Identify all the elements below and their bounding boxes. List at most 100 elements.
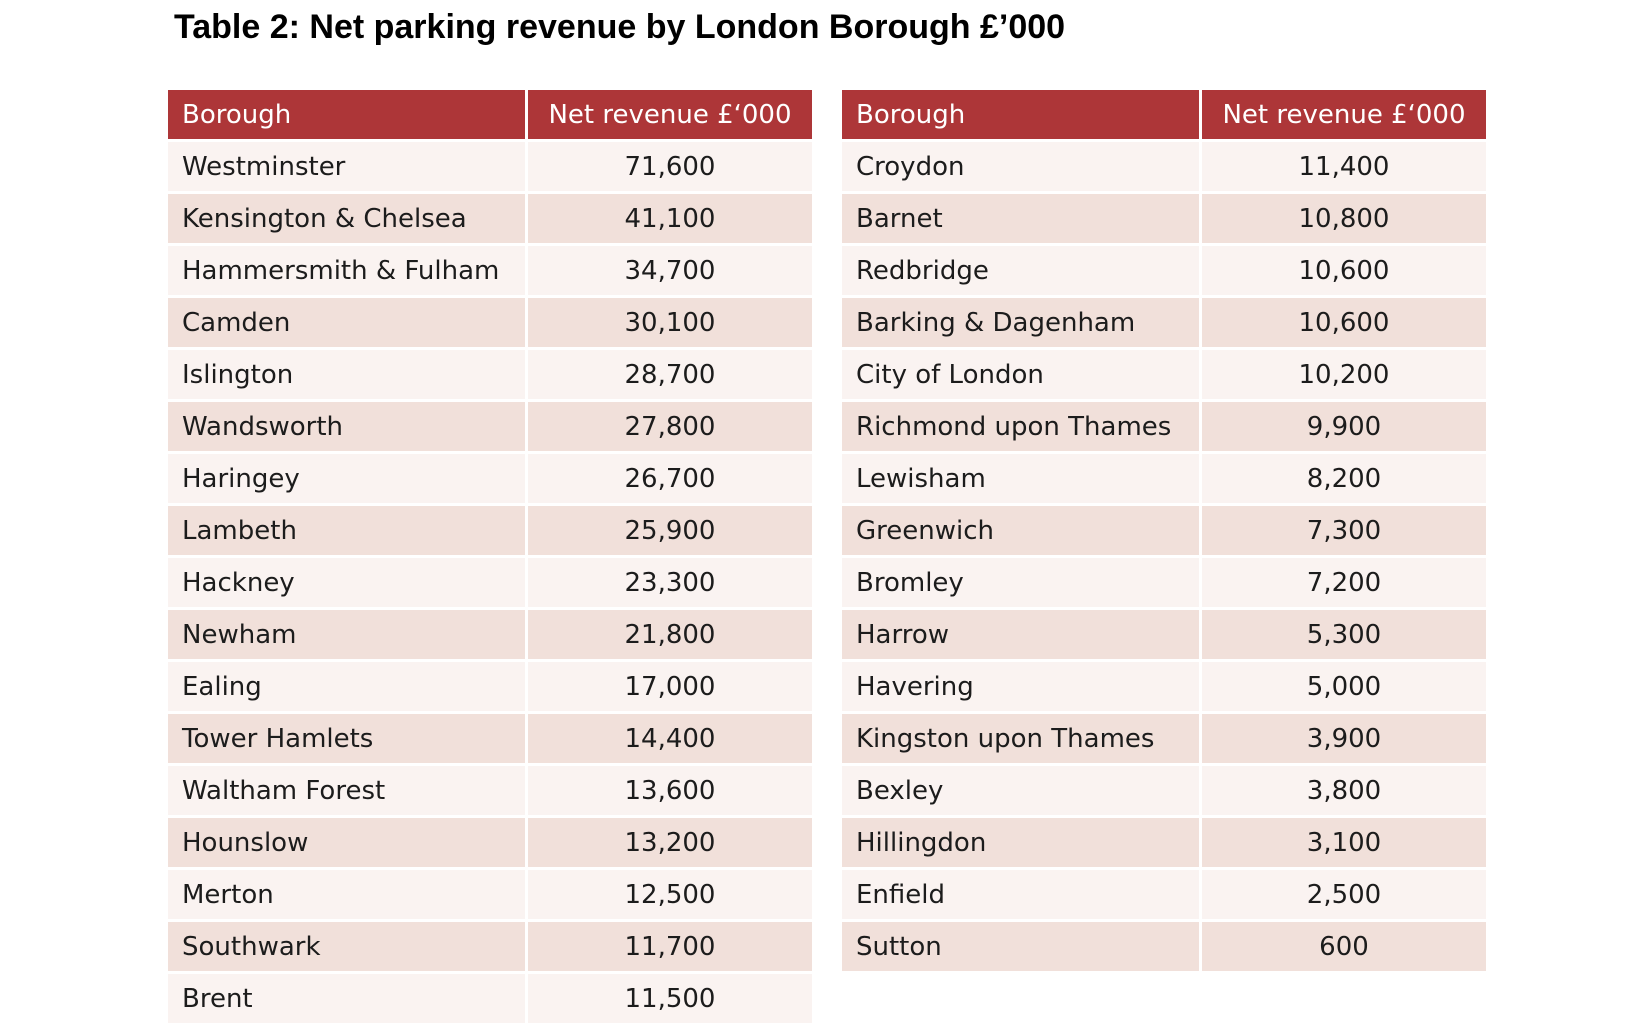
revenue-cell: 5,300 <box>1202 610 1486 659</box>
table-row: Croydon 11,400 <box>842 142 1486 191</box>
revenue-cell: 21,800 <box>528 610 812 659</box>
table-body-right: Croydon 11,400 Barnet 10,800 Redbridge 10,600… <box>842 142 1486 971</box>
column-header-revenue: Net revenue £‘000 <box>528 90 812 139</box>
revenue-cell: 23,300 <box>528 558 812 607</box>
revenue-cell: 10,600 <box>1202 298 1486 347</box>
table-row: Westminster 71,600 <box>168 142 812 191</box>
borough-cell: Brent <box>168 974 525 1023</box>
borough-cell: Greenwich <box>842 506 1199 555</box>
borough-cell: City of London <box>842 350 1199 399</box>
revenue-cell: 41,100 <box>528 194 812 243</box>
revenue-cell: 11,700 <box>528 922 812 971</box>
revenue-cell: 14,400 <box>528 714 812 763</box>
table-row: Barking & Dagenham 10,600 <box>842 298 1486 347</box>
revenue-cell: 3,800 <box>1202 766 1486 815</box>
table-row: Hammersmith & Fulham 34,700 <box>168 246 812 295</box>
borough-cell: Merton <box>168 870 525 919</box>
revenue-cell: 10,600 <box>1202 246 1486 295</box>
table-row: Hillingdon 3,100 <box>842 818 1486 867</box>
table-row: Redbridge 10,600 <box>842 246 1486 295</box>
borough-cell: Hillingdon <box>842 818 1199 867</box>
table-row: Greenwich 7,300 <box>842 506 1486 555</box>
revenue-cell: 3,900 <box>1202 714 1486 763</box>
table-row: Camden 30,100 <box>168 298 812 347</box>
borough-cell: Haringey <box>168 454 525 503</box>
borough-cell: Havering <box>842 662 1199 711</box>
revenue-cell: 600 <box>1202 922 1486 971</box>
revenue-cell: 9,900 <box>1202 402 1486 451</box>
revenue-cell: 34,700 <box>528 246 812 295</box>
revenue-cell: 25,900 <box>528 506 812 555</box>
revenue-cell: 11,400 <box>1202 142 1486 191</box>
revenue-cell: 11,500 <box>528 974 812 1023</box>
borough-cell: Tower Hamlets <box>168 714 525 763</box>
borough-cell: Redbridge <box>842 246 1199 295</box>
borough-cell: Richmond upon Thames <box>842 402 1199 451</box>
page-title: Table 2: Net parking revenue by London B… <box>174 8 1066 46</box>
borough-cell: Barnet <box>842 194 1199 243</box>
column-header-revenue: Net revenue £‘000 <box>1202 90 1486 139</box>
borough-cell: Bromley <box>842 558 1199 607</box>
revenue-cell: 26,700 <box>528 454 812 503</box>
table-row: Islington 28,700 <box>168 350 812 399</box>
revenue-table-right: Borough Net revenue £‘000 Croydon 11,400 B… <box>839 87 1489 974</box>
table-row: Southwark 11,700 <box>168 922 812 971</box>
borough-cell: Harrow <box>842 610 1199 659</box>
borough-cell: Enfield <box>842 870 1199 919</box>
table-header-row: Borough Net revenue £‘000 <box>168 90 812 139</box>
revenue-cell: 13,600 <box>528 766 812 815</box>
revenue-cell: 10,200 <box>1202 350 1486 399</box>
borough-cell: Islington <box>168 350 525 399</box>
table-header-row: Borough Net revenue £‘000 <box>842 90 1486 139</box>
table-row: Havering 5,000 <box>842 662 1486 711</box>
revenue-cell: 30,100 <box>528 298 812 347</box>
borough-cell: Newham <box>168 610 525 659</box>
table-row: Lambeth 25,900 <box>168 506 812 555</box>
revenue-cell: 28,700 <box>528 350 812 399</box>
table-row: Kingston upon Thames 3,900 <box>842 714 1486 763</box>
borough-cell: Waltham Forest <box>168 766 525 815</box>
revenue-table-left: Borough Net revenue £‘000 Westminster 71,… <box>165 87 815 1026</box>
table-row: Brent 11,500 <box>168 974 812 1023</box>
table-row: Richmond upon Thames 9,900 <box>842 402 1486 451</box>
borough-cell: Lewisham <box>842 454 1199 503</box>
borough-cell: Barking & Dagenham <box>842 298 1199 347</box>
table-row: Barnet 10,800 <box>842 194 1486 243</box>
table-row: City of London 10,200 <box>842 350 1486 399</box>
table-row: Newham 21,800 <box>168 610 812 659</box>
revenue-cell: 13,200 <box>528 818 812 867</box>
table-row: Waltham Forest 13,600 <box>168 766 812 815</box>
revenue-cell: 12,500 <box>528 870 812 919</box>
borough-cell: Southwark <box>168 922 525 971</box>
borough-cell: Kensington & Chelsea <box>168 194 525 243</box>
revenue-cell: 27,800 <box>528 402 812 451</box>
table-row: Kensington & Chelsea 41,100 <box>168 194 812 243</box>
revenue-cell: 71,600 <box>528 142 812 191</box>
table-row: Sutton 600 <box>842 922 1486 971</box>
borough-cell: Sutton <box>842 922 1199 971</box>
borough-cell: Ealing <box>168 662 525 711</box>
borough-cell: Wandsworth <box>168 402 525 451</box>
borough-cell: Westminster <box>168 142 525 191</box>
borough-cell: Bexley <box>842 766 1199 815</box>
table-row: Haringey 26,700 <box>168 454 812 503</box>
revenue-cell: 17,000 <box>528 662 812 711</box>
table-row: Bexley 3,800 <box>842 766 1486 815</box>
revenue-cell: 2,500 <box>1202 870 1486 919</box>
borough-cell: Camden <box>168 298 525 347</box>
revenue-cell: 3,100 <box>1202 818 1486 867</box>
table-row: Enfield 2,500 <box>842 870 1486 919</box>
borough-cell: Hounslow <box>168 818 525 867</box>
borough-cell: Kingston upon Thames <box>842 714 1199 763</box>
table-row: Harrow 5,300 <box>842 610 1486 659</box>
table-row: Hounslow 13,200 <box>168 818 812 867</box>
table-row: Lewisham 8,200 <box>842 454 1486 503</box>
revenue-cell: 7,300 <box>1202 506 1486 555</box>
borough-cell: Hammersmith & Fulham <box>168 246 525 295</box>
column-header-borough: Borough <box>168 90 525 139</box>
column-header-borough: Borough <box>842 90 1199 139</box>
borough-cell: Hackney <box>168 558 525 607</box>
table-row: Wandsworth 27,800 <box>168 402 812 451</box>
table-row: Ealing 17,000 <box>168 662 812 711</box>
revenue-cell: 5,000 <box>1202 662 1486 711</box>
